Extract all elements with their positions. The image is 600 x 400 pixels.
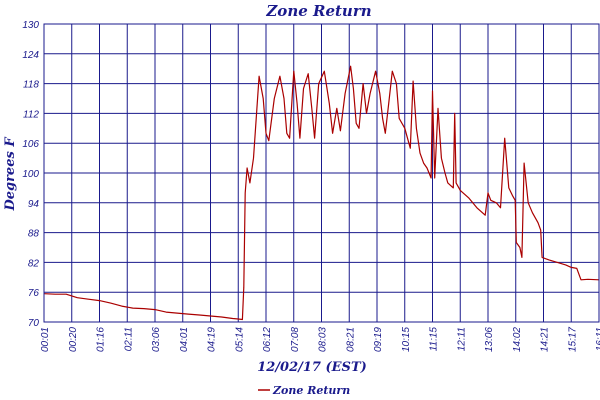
x-tick-label: 02:11	[123, 327, 134, 351]
y-tick-label: 70	[28, 318, 40, 329]
x-tick-label: 07:08	[290, 327, 301, 352]
x-tick-label: 00:20	[68, 327, 79, 352]
x-tick-label: 04:19	[207, 327, 218, 352]
x-tick-label: 03:06	[151, 327, 162, 352]
plot-frame	[43, 23, 600, 323]
x-tick-label: 05:14	[234, 327, 245, 352]
x-tick-label: 16:11	[595, 327, 600, 351]
legend: Zone Return	[258, 384, 350, 397]
series-layer	[43, 65, 600, 321]
x-axis-label: 12/02/17 (EST)	[257, 360, 367, 375]
x-tick-label: 00:01	[40, 327, 51, 352]
x-tick-label: 09:19	[373, 327, 384, 352]
x-tick-label: 13:06	[484, 327, 495, 352]
y-tick-label: 112	[23, 109, 39, 120]
x-tick-label: 14:21	[540, 327, 551, 352]
y-tick-label: 130	[22, 20, 39, 31]
x-tick-label: 11:15	[429, 327, 440, 352]
series-line	[43, 65, 600, 321]
x-tick-label: 14:02	[512, 327, 523, 352]
x-tick-label: 15:17	[567, 327, 578, 352]
x-tick-labels: 00:01 00:20 01:16 02:11 03:06 04:01 04:19 05:14…	[40, 327, 600, 352]
y-tick-labels: 70 76 82 88 94 100 106 112 118 124 130	[22, 20, 39, 329]
x-tick-label: 06:12	[262, 327, 273, 352]
y-tick-label: 94	[28, 199, 40, 210]
x-tick-label: 08:21	[345, 327, 356, 352]
y-tick-label: 124	[22, 50, 39, 61]
legend-label: Zone Return	[272, 384, 350, 397]
y-tick-label: 118	[23, 80, 39, 91]
x-tick-label: 12:11	[456, 327, 467, 351]
chart-title: Zone Return	[265, 2, 371, 20]
x-tick-label: 04:01	[179, 327, 190, 352]
y-tick-label: 82	[28, 258, 40, 269]
grid	[43, 23, 600, 323]
x-tick-label: 08:03	[318, 327, 329, 352]
y-tick-label: 88	[28, 229, 40, 240]
y-tick-label: 76	[28, 288, 40, 299]
x-tick-label: 10:15	[401, 327, 412, 352]
y-tick-label: 100	[22, 169, 39, 180]
y-axis-label: Degrees F	[3, 137, 18, 212]
x-tick-label: 01:16	[96, 327, 107, 352]
y-tick-label: 106	[22, 139, 39, 150]
